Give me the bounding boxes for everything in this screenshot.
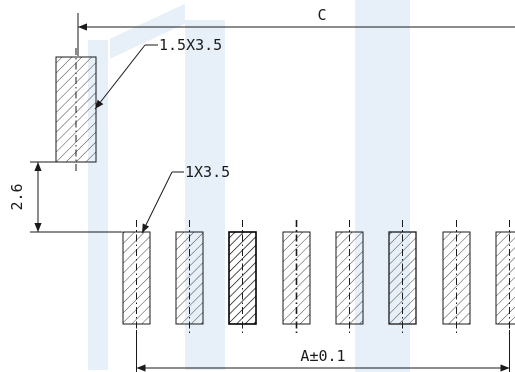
small-pad <box>228 220 257 336</box>
watermark <box>88 0 410 372</box>
dimension-c: C <box>77 6 515 56</box>
small-pad <box>388 220 417 336</box>
dimension-c-label: C <box>317 6 326 24</box>
small-pad <box>442 220 471 336</box>
callout-small-pad: 1X3.5 <box>141 163 230 234</box>
callout-small-pad-label: 1X3.5 <box>185 163 230 181</box>
small-pad <box>335 220 364 336</box>
dimension-a-label: A±0.1 <box>300 347 345 365</box>
small-pad <box>282 220 311 336</box>
small-pad <box>495 220 515 336</box>
small-pad <box>175 220 204 336</box>
callout-large-pad: 1.5X3.5 <box>94 36 222 110</box>
dimension-offset-label: 2.6 <box>8 183 26 210</box>
dimension-offset: 2.6 <box>8 161 122 233</box>
callout-large-pad-label: 1.5X3.5 <box>159 36 222 54</box>
dimension-a: A±0.1 <box>136 330 510 372</box>
small-pad-row <box>122 220 515 336</box>
small-pad <box>122 220 151 336</box>
large-pad <box>55 48 97 172</box>
